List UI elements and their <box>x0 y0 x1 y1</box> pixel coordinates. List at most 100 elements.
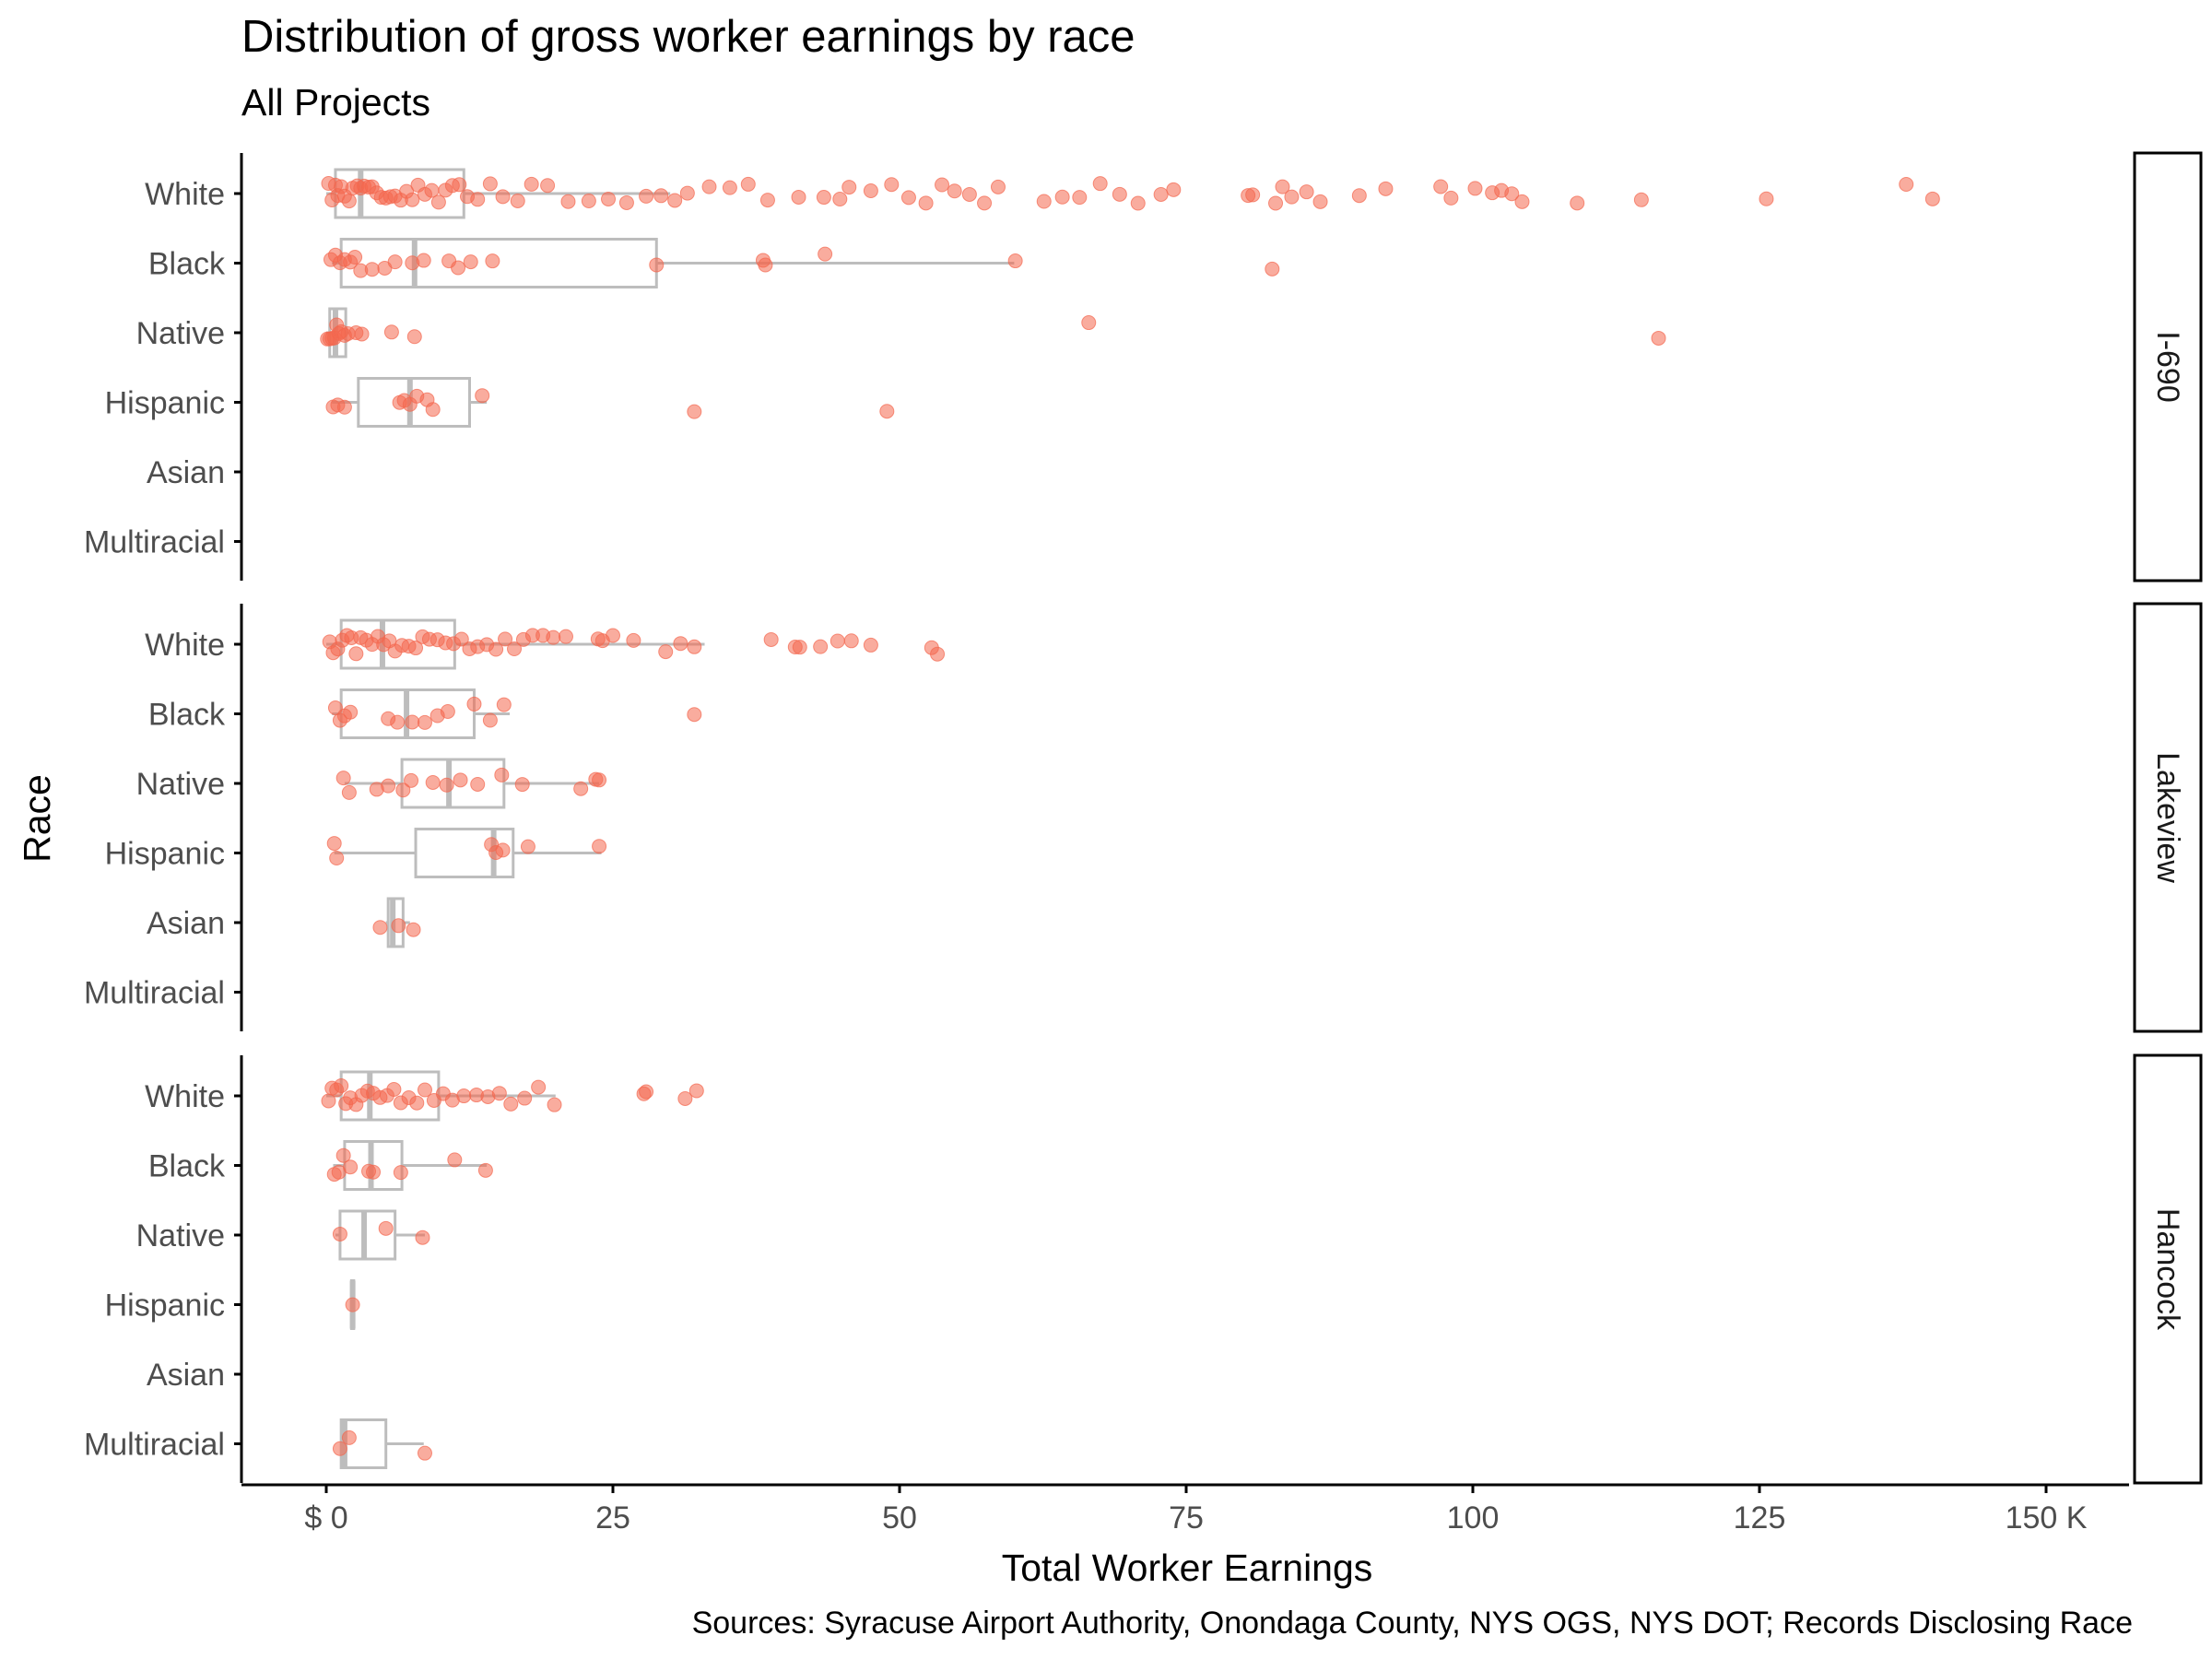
x-tick-label: 150 K <box>2006 1500 2088 1535</box>
data-point <box>482 176 498 192</box>
data-point <box>1072 190 1088 206</box>
data-point <box>390 714 406 730</box>
data-point <box>1899 177 1914 193</box>
data-point <box>503 1096 519 1112</box>
data-point <box>475 388 490 404</box>
y-tick-label: White <box>145 177 225 212</box>
data-point <box>417 714 432 730</box>
data-point <box>653 188 669 204</box>
data-point <box>687 639 702 654</box>
y-tick-label: Hispanic <box>105 1288 225 1324</box>
data-point <box>688 1083 704 1099</box>
data-point <box>601 191 617 206</box>
data-point <box>510 193 525 208</box>
points-white <box>321 1078 704 1112</box>
data-point <box>935 177 950 193</box>
data-point <box>863 637 878 653</box>
data-point <box>332 1226 347 1241</box>
facet-strip <box>2133 602 2203 1033</box>
data-point <box>1275 179 1290 194</box>
data-point <box>341 1430 357 1445</box>
data-point <box>1299 184 1314 200</box>
data-point <box>1443 190 1459 206</box>
data-point <box>618 194 634 210</box>
x-tick-label: 75 <box>1169 1500 1204 1535</box>
boxplot-native <box>335 1209 425 1261</box>
data-point <box>547 1097 562 1112</box>
data-point <box>639 188 654 204</box>
data-point <box>404 772 419 788</box>
data-point <box>606 628 620 643</box>
points-hispanic <box>326 836 607 865</box>
x-tick-label: $ 0 <box>304 1500 347 1535</box>
data-point <box>406 922 421 937</box>
data-point <box>977 195 993 211</box>
data-point <box>900 190 916 206</box>
data-point <box>540 178 556 194</box>
data-point <box>345 1297 360 1312</box>
data-point <box>763 631 779 647</box>
data-point <box>332 1441 347 1456</box>
data-point <box>879 404 895 419</box>
points-white <box>322 628 946 662</box>
data-point <box>409 1095 425 1111</box>
data-point <box>863 183 878 199</box>
points-white <box>321 176 1940 211</box>
data-point <box>884 177 900 193</box>
data-point <box>649 257 665 273</box>
y-tick-label: Native <box>136 316 225 351</box>
panel-hancock: White Black Native Hispanic Asian Multiracial… <box>84 1053 2203 1485</box>
data-point <box>405 714 420 730</box>
data-point <box>1268 195 1284 211</box>
data-point <box>334 1078 349 1094</box>
data-point <box>573 781 589 796</box>
data-point <box>406 329 422 345</box>
x-axis: $ 0 25 50 75 100 125 150 K <box>241 1483 2129 1535</box>
data-point <box>453 772 468 788</box>
data-point <box>343 1159 359 1175</box>
data-point <box>326 836 342 852</box>
data-point <box>1007 253 1023 269</box>
data-point <box>485 253 500 269</box>
points-asian <box>372 918 421 937</box>
x-tick-label: 25 <box>595 1500 630 1535</box>
data-point <box>658 644 674 660</box>
data-point <box>592 839 607 854</box>
data-point <box>947 183 962 199</box>
data-point <box>1130 195 1146 211</box>
data-point <box>832 192 848 207</box>
data-point <box>841 180 857 195</box>
data-point <box>531 1079 547 1095</box>
data-point <box>701 179 717 194</box>
data-point <box>335 771 351 786</box>
points-multiracial <box>332 1430 432 1461</box>
panels-layer: White Black Native Hispanic Asian Multiracial… <box>84 151 2203 1485</box>
x-axis-title: Total Worker Earnings <box>1002 1547 1373 1589</box>
y-tick-label: Multiracial <box>84 976 225 1011</box>
chart-subtitle: All Projects <box>241 81 431 124</box>
data-point <box>722 180 737 195</box>
data-point <box>447 1152 463 1168</box>
points-native <box>332 1220 430 1245</box>
data-point <box>488 641 504 657</box>
data-point <box>843 633 859 649</box>
data-point <box>673 636 688 652</box>
y-tick-label: Hispanic <box>105 386 225 421</box>
data-point <box>341 194 357 209</box>
data-point <box>495 189 511 205</box>
data-point <box>639 1084 654 1100</box>
data-point <box>439 777 454 793</box>
data-point <box>430 194 446 210</box>
data-point <box>347 250 363 265</box>
y-tick-label: Native <box>136 1218 225 1253</box>
points-black <box>323 246 1280 278</box>
data-point <box>560 194 576 209</box>
y-tick-label: Black <box>148 247 226 282</box>
data-point <box>386 1081 402 1097</box>
data-point <box>1651 330 1666 346</box>
data-point <box>524 176 539 192</box>
y-tick-label: Black <box>148 698 226 733</box>
y-tick-label: Multiracial <box>84 525 225 560</box>
data-point <box>1112 186 1127 202</box>
